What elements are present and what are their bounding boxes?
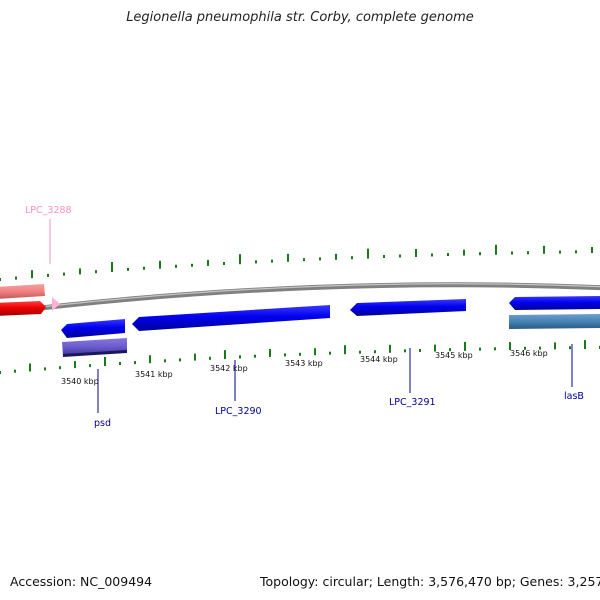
gene-label-lpc3291[interactable]: LPC_3291 <box>389 397 436 408</box>
scale-tick-label: 3544 kbp <box>360 355 398 364</box>
scale-tick-label: 3543 kbp <box>285 359 323 368</box>
scale-tick-label: 3540 kbp <box>61 377 99 386</box>
gene-lpc3290-cds[interactable] <box>132 305 330 331</box>
gene-psd-feature-edge <box>63 350 127 357</box>
gene-label-psd[interactable]: psd <box>94 418 111 429</box>
gene-lasb-feature[interactable] <box>509 314 600 329</box>
gene-label-lpc3290[interactable]: LPC_3290 <box>215 406 262 417</box>
gene-lasb-cds[interactable] <box>509 296 600 310</box>
scale-tick-label: 3546 kbp <box>510 349 548 358</box>
scale-tick-label: 3541 kbp <box>135 370 173 379</box>
scale-tick-label: 3542 kbp <box>210 364 248 373</box>
accession-text: Accession: NC_009494 <box>10 574 153 589</box>
gene-label-lpc3288[interactable]: LPC_3288 <box>25 205 72 216</box>
genome-summary-text: Topology: circular; Length: 3,576,470 bp… <box>260 574 600 589</box>
gene-psd-cds[interactable] <box>61 319 125 338</box>
genome-backbone-highlight <box>0 283 600 313</box>
gene-lpc3288-cds[interactable] <box>0 301 46 316</box>
gc-skew-outer-track <box>0 244 593 281</box>
gene-label-lasb[interactable]: lasB <box>564 391 584 402</box>
genome-title: Legionella pneumophila str. Corby, compl… <box>126 10 474 25</box>
scale-tick-label: 3545 kbp <box>435 351 473 360</box>
gc-skew-inner-track <box>0 340 600 374</box>
gene-lpc3291-cds[interactable] <box>350 299 466 316</box>
genome-backbone <box>0 282 600 316</box>
gene-lpc3288-feature[interactable] <box>0 284 45 299</box>
gene-lpc3288-marker <box>52 297 60 311</box>
